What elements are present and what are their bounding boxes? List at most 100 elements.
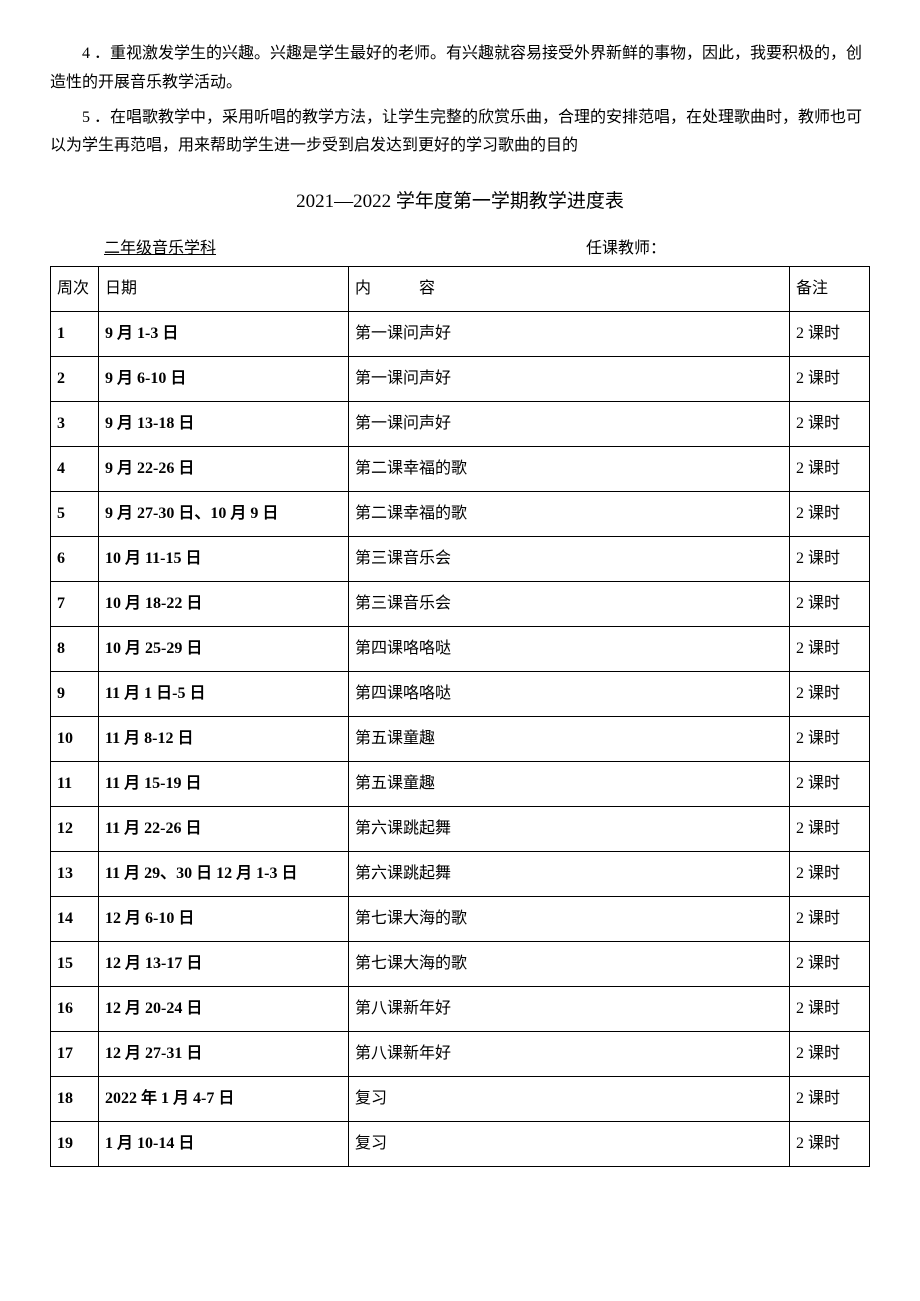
table-row: 911 月 1 日-5 日第四课咯咯哒2 课时 bbox=[51, 672, 870, 717]
cell-note: 2 课时 bbox=[790, 357, 870, 402]
page-title: 2021—2022 学年度第一学期教学进度表 bbox=[50, 185, 870, 219]
cell-week: 8 bbox=[51, 627, 99, 672]
table-row: 610 月 11-15 日第三课音乐会2 课时 bbox=[51, 537, 870, 582]
paragraph-4: 4 ．重视激发学生的兴趣。兴趣是学生最好的老师。有兴趣就容易接受外界新鲜的事物，… bbox=[50, 40, 870, 98]
cell-content: 第四课咯咯哒 bbox=[349, 672, 790, 717]
cell-note: 2 课时 bbox=[790, 1032, 870, 1077]
table-body: 19 月 1-3 日第一课问声好2 课时29 月 6-10 日第一课问声好2 课… bbox=[51, 312, 870, 1167]
cell-content: 复习 bbox=[349, 1077, 790, 1122]
cell-date: 9 月 13-18 日 bbox=[99, 402, 349, 447]
cell-note: 2 课时 bbox=[790, 402, 870, 447]
table-row: 191 月 10-14 日复习2 课时 bbox=[51, 1122, 870, 1167]
cell-content: 第一课问声好 bbox=[349, 402, 790, 447]
cell-date: 11 月 29、30 日 12 月 1-3 日 bbox=[99, 852, 349, 897]
header-content-prefix: 内 bbox=[355, 280, 419, 297]
cell-week: 10 bbox=[51, 717, 99, 762]
table-row: 19 月 1-3 日第一课问声好2 课时 bbox=[51, 312, 870, 357]
cell-content: 第五课童趣 bbox=[349, 762, 790, 807]
header-note: 备注 bbox=[790, 267, 870, 312]
cell-week: 14 bbox=[51, 897, 99, 942]
cell-note: 2 课时 bbox=[790, 762, 870, 807]
table-row: 1011 月 8-12 日第五课童趣2 课时 bbox=[51, 717, 870, 762]
schedule-table: 周次 日期 内容 备注 19 月 1-3 日第一课问声好2 课时29 月 6-1… bbox=[50, 266, 870, 1167]
cell-week: 12 bbox=[51, 807, 99, 852]
cell-date: 11 月 8-12 日 bbox=[99, 717, 349, 762]
cell-week: 4 bbox=[51, 447, 99, 492]
cell-week: 16 bbox=[51, 987, 99, 1032]
cell-note: 2 课时 bbox=[790, 672, 870, 717]
cell-content: 第七课大海的歌 bbox=[349, 942, 790, 987]
cell-date: 12 月 20-24 日 bbox=[99, 987, 349, 1032]
table-row: 49 月 22-26 日第二课幸福的歌2 课时 bbox=[51, 447, 870, 492]
cell-content: 第二课幸福的歌 bbox=[349, 447, 790, 492]
cell-content: 第六课跳起舞 bbox=[349, 807, 790, 852]
cell-week: 19 bbox=[51, 1122, 99, 1167]
cell-note: 2 课时 bbox=[790, 627, 870, 672]
cell-content: 第八课新年好 bbox=[349, 987, 790, 1032]
cell-date: 11 月 22-26 日 bbox=[99, 807, 349, 852]
cell-date: 12 月 13-17 日 bbox=[99, 942, 349, 987]
cell-content: 第四课咯咯哒 bbox=[349, 627, 790, 672]
cell-week: 18 bbox=[51, 1077, 99, 1122]
cell-date: 1 月 10-14 日 bbox=[99, 1122, 349, 1167]
cell-date: 9 月 27-30 日、10 月 9 日 bbox=[99, 492, 349, 537]
cell-note: 2 课时 bbox=[790, 312, 870, 357]
cell-note: 2 课时 bbox=[790, 807, 870, 852]
paragraph-5: 5 ．在唱歌教学中，采用听唱的教学方法，让学生完整的欣赏乐曲，合理的安排范唱，在… bbox=[50, 104, 870, 162]
cell-date: 9 月 22-26 日 bbox=[99, 447, 349, 492]
cell-date: 12 月 6-10 日 bbox=[99, 897, 349, 942]
cell-week: 15 bbox=[51, 942, 99, 987]
cell-week: 11 bbox=[51, 762, 99, 807]
cell-content: 第七课大海的歌 bbox=[349, 897, 790, 942]
cell-content: 第三课音乐会 bbox=[349, 582, 790, 627]
table-row: 1712 月 27-31 日第八课新年好2 课时 bbox=[51, 1032, 870, 1077]
cell-week: 1 bbox=[51, 312, 99, 357]
cell-note: 2 课时 bbox=[790, 537, 870, 582]
cell-week: 17 bbox=[51, 1032, 99, 1077]
cell-date: 10 月 18-22 日 bbox=[99, 582, 349, 627]
cell-note: 2 课时 bbox=[790, 852, 870, 897]
table-row: 1111 月 15-19 日第五课童趣2 课时 bbox=[51, 762, 870, 807]
cell-note: 2 课时 bbox=[790, 447, 870, 492]
table-row: 1311 月 29、30 日 12 月 1-3 日第六课跳起舞2 课时 bbox=[51, 852, 870, 897]
teacher-label: 任课教师： bbox=[586, 235, 866, 264]
cell-date: 2022 年 1 月 4-7 日 bbox=[99, 1077, 349, 1122]
cell-content: 第六课跳起舞 bbox=[349, 852, 790, 897]
cell-content: 第二课幸福的歌 bbox=[349, 492, 790, 537]
header-content: 内容 bbox=[349, 267, 790, 312]
table-header-row: 周次 日期 内容 备注 bbox=[51, 267, 870, 312]
cell-week: 9 bbox=[51, 672, 99, 717]
table-row: 1612 月 20-24 日第八课新年好2 课时 bbox=[51, 987, 870, 1032]
cell-content: 第一课问声好 bbox=[349, 312, 790, 357]
cell-content: 第八课新年好 bbox=[349, 1032, 790, 1077]
cell-date: 10 月 25-29 日 bbox=[99, 627, 349, 672]
table-row: 1412 月 6-10 日第七课大海的歌2 课时 bbox=[51, 897, 870, 942]
table-row: 59 月 27-30 日、10 月 9 日第二课幸福的歌2 课时 bbox=[51, 492, 870, 537]
cell-content: 复习 bbox=[349, 1122, 790, 1167]
table-row: 39 月 13-18 日第一课问声好2 课时 bbox=[51, 402, 870, 447]
table-row: 1211 月 22-26 日第六课跳起舞2 课时 bbox=[51, 807, 870, 852]
subject-label: 二年级音乐学科 bbox=[54, 235, 216, 264]
table-row: 710 月 18-22 日第三课音乐会2 课时 bbox=[51, 582, 870, 627]
cell-week: 3 bbox=[51, 402, 99, 447]
table-row: 182022 年 1 月 4-7 日复习2 课时 bbox=[51, 1077, 870, 1122]
cell-note: 2 课时 bbox=[790, 582, 870, 627]
cell-content: 第一课问声好 bbox=[349, 357, 790, 402]
table-row: 810 月 25-29 日第四课咯咯哒2 课时 bbox=[51, 627, 870, 672]
cell-date: 11 月 1 日-5 日 bbox=[99, 672, 349, 717]
cell-week: 13 bbox=[51, 852, 99, 897]
cell-note: 2 课时 bbox=[790, 897, 870, 942]
cell-week: 2 bbox=[51, 357, 99, 402]
cell-date: 10 月 11-15 日 bbox=[99, 537, 349, 582]
cell-note: 2 课时 bbox=[790, 492, 870, 537]
table-meta-row: 二年级音乐学科 任课教师： bbox=[50, 235, 870, 264]
header-content-suffix: 容 bbox=[419, 280, 435, 297]
cell-note: 2 课时 bbox=[790, 1122, 870, 1167]
cell-date: 12 月 27-31 日 bbox=[99, 1032, 349, 1077]
cell-date: 11 月 15-19 日 bbox=[99, 762, 349, 807]
cell-note: 2 课时 bbox=[790, 717, 870, 762]
cell-note: 2 课时 bbox=[790, 942, 870, 987]
table-row: 1512 月 13-17 日第七课大海的歌2 课时 bbox=[51, 942, 870, 987]
cell-note: 2 课时 bbox=[790, 1077, 870, 1122]
cell-week: 7 bbox=[51, 582, 99, 627]
